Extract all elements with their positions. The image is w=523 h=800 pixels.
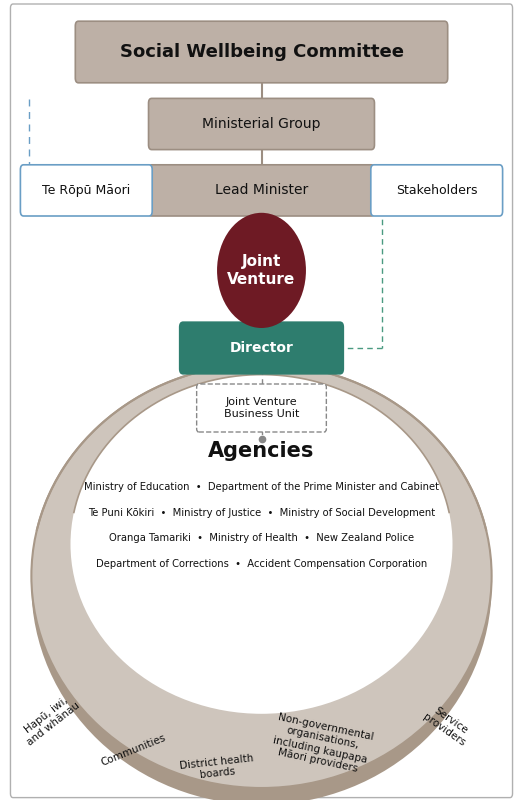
FancyBboxPatch shape [75, 21, 448, 82]
FancyBboxPatch shape [149, 165, 374, 216]
FancyBboxPatch shape [197, 384, 326, 432]
Text: Stakeholders: Stakeholders [396, 184, 477, 197]
Text: Oranga Tamariki  •  Ministry of Health  •  New Zealand Police: Oranga Tamariki • Ministry of Health • N… [109, 533, 414, 543]
Text: Te Rōpū Māori: Te Rōpū Māori [42, 184, 130, 197]
Text: Joint Venture
Business Unit: Joint Venture Business Unit [224, 397, 299, 419]
FancyBboxPatch shape [149, 98, 374, 150]
Text: Ministry of Education  •  Department of the Prime Minister and Cabinet: Ministry of Education • Department of th… [84, 482, 439, 492]
Text: Department of Corrections  •  Accident Compensation Corporation: Department of Corrections • Accident Com… [96, 558, 427, 569]
Text: Te Puni Kōkiri  •  Ministry of Justice  •  Ministry of Social Development: Te Puni Kōkiri • Ministry of Justice • M… [88, 507, 435, 518]
Ellipse shape [71, 374, 452, 714]
Text: Hapū, iwi,
and whānau: Hapū, iwi, and whānau [18, 691, 82, 748]
Text: Non-governmental
organisations,
including kaupapa
Māori providers: Non-governmental organisations, includin… [269, 712, 374, 776]
Text: Social Wellbeing Committee: Social Wellbeing Committee [119, 43, 404, 61]
Text: Service
providers: Service providers [421, 702, 473, 748]
FancyBboxPatch shape [20, 165, 152, 216]
Ellipse shape [217, 213, 306, 328]
Text: Agencies: Agencies [208, 441, 315, 461]
Text: Lead Minister: Lead Minister [215, 183, 308, 198]
Ellipse shape [31, 366, 492, 800]
FancyBboxPatch shape [371, 165, 503, 216]
Text: Communities: Communities [99, 733, 167, 768]
FancyBboxPatch shape [180, 322, 343, 374]
Text: District health
boards: District health boards [179, 753, 255, 782]
Text: Ministerial Group: Ministerial Group [202, 117, 321, 131]
Ellipse shape [31, 364, 492, 788]
Text: Joint
Venture: Joint Venture [228, 254, 295, 286]
FancyBboxPatch shape [10, 4, 513, 798]
Text: Director: Director [230, 341, 293, 355]
